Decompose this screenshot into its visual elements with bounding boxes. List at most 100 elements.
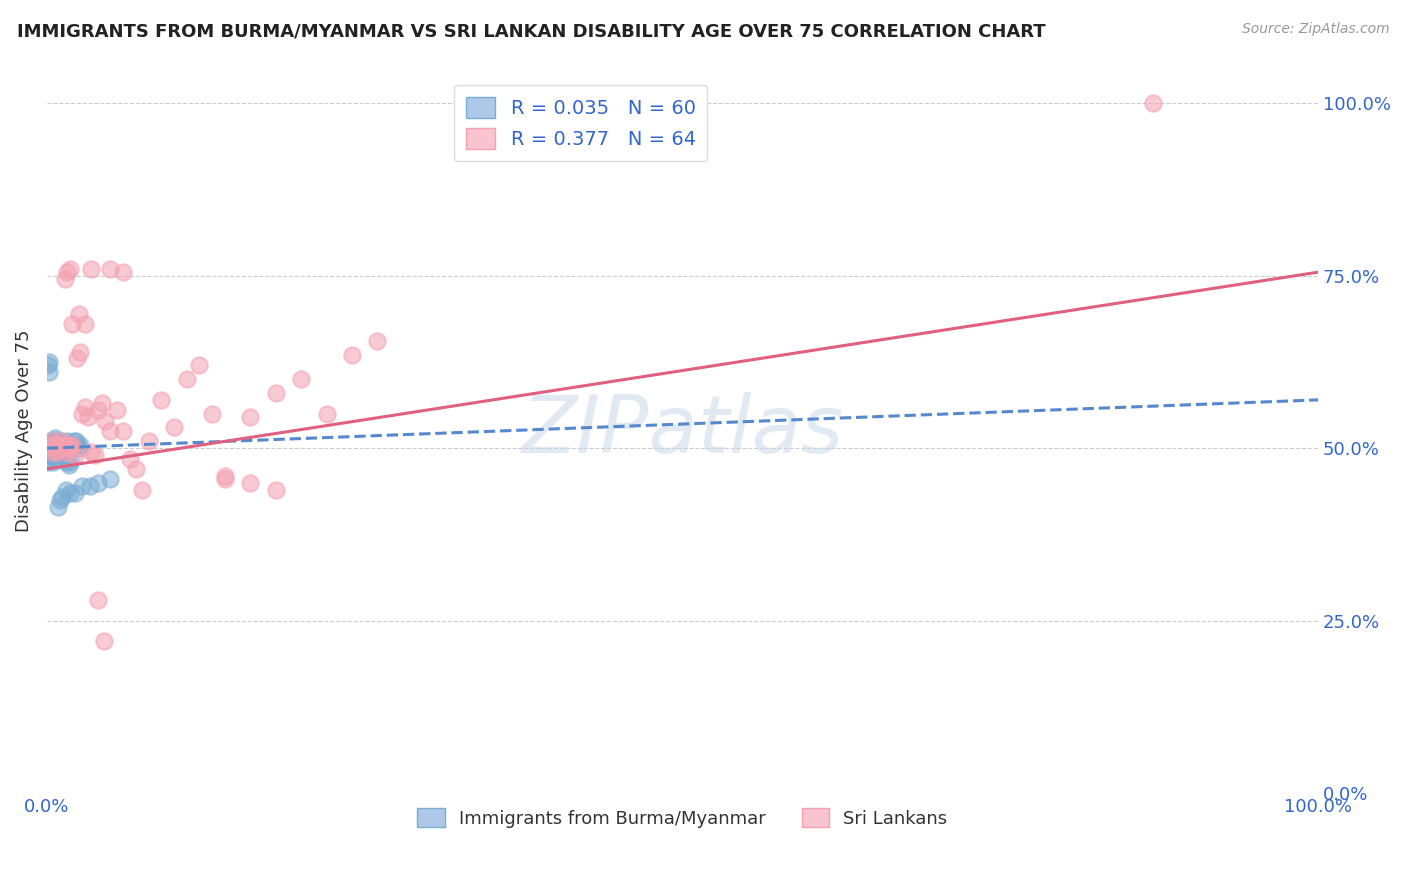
Point <box>45 441 67 455</box>
Point <box>46 500 69 514</box>
Text: ZIPatlas: ZIPatlas <box>522 392 844 470</box>
Point <box>52 441 75 455</box>
Point <box>53 272 76 286</box>
Point <box>44 438 66 452</box>
Point <box>56 265 79 279</box>
Point <box>39 444 62 458</box>
Point <box>340 348 363 362</box>
Point <box>55 455 77 469</box>
Point <box>58 438 80 452</box>
Point <box>56 441 79 455</box>
Point <box>46 438 69 452</box>
Point <box>131 483 153 497</box>
Point <box>214 472 236 486</box>
Point <box>239 410 262 425</box>
Point <box>42 444 65 458</box>
Point <box>290 372 312 386</box>
Point <box>46 444 69 458</box>
Point <box>105 403 128 417</box>
Point <box>37 359 59 373</box>
Point <box>48 492 70 507</box>
Point <box>51 438 73 452</box>
Point <box>37 455 59 469</box>
Point <box>87 403 110 417</box>
Text: Source: ZipAtlas.com: Source: ZipAtlas.com <box>1241 22 1389 37</box>
Point <box>125 462 148 476</box>
Point <box>51 490 73 504</box>
Point <box>87 593 110 607</box>
Point <box>60 438 83 452</box>
Point <box>69 344 91 359</box>
Point <box>41 434 63 449</box>
Point <box>66 351 89 366</box>
Point <box>39 438 62 452</box>
Point <box>39 434 62 449</box>
Point <box>73 400 96 414</box>
Point <box>53 441 76 455</box>
Point <box>42 441 65 455</box>
Point <box>264 483 287 497</box>
Point <box>80 444 103 458</box>
Point <box>63 438 86 452</box>
Point <box>48 441 70 455</box>
Point <box>51 438 73 452</box>
Point <box>59 261 82 276</box>
Point <box>38 365 60 379</box>
Point <box>52 441 75 455</box>
Point <box>80 261 103 276</box>
Point <box>59 455 82 469</box>
Point <box>112 424 135 438</box>
Point <box>1142 96 1164 111</box>
Point <box>55 483 77 497</box>
Text: IMMIGRANTS FROM BURMA/MYANMAR VS SRI LANKAN DISABILITY AGE OVER 75 CORRELATION C: IMMIGRANTS FROM BURMA/MYANMAR VS SRI LAN… <box>17 22 1046 40</box>
Point <box>315 407 337 421</box>
Point <box>46 444 69 458</box>
Point <box>94 414 117 428</box>
Point <box>56 444 79 458</box>
Point <box>100 472 122 486</box>
Point <box>100 424 122 438</box>
Point <box>163 420 186 434</box>
Point <box>72 407 94 421</box>
Point <box>366 334 388 349</box>
Point <box>44 431 66 445</box>
Point <box>42 455 65 469</box>
Point <box>87 475 110 490</box>
Point <box>45 441 67 455</box>
Point <box>38 355 60 369</box>
Point <box>42 434 65 449</box>
Point <box>44 451 66 466</box>
Point <box>39 448 62 462</box>
Point <box>118 451 141 466</box>
Point <box>56 434 79 449</box>
Point <box>188 359 211 373</box>
Point <box>45 448 67 462</box>
Point <box>46 434 69 449</box>
Point <box>46 438 69 452</box>
Point <box>69 438 91 452</box>
Point <box>48 448 70 462</box>
Point <box>53 448 76 462</box>
Point <box>62 434 84 449</box>
Point <box>65 434 87 449</box>
Y-axis label: Disability Age Over 75: Disability Age Over 75 <box>15 330 32 533</box>
Point <box>55 438 77 452</box>
Point <box>100 261 122 276</box>
Point <box>52 444 75 458</box>
Point <box>58 458 80 473</box>
Point <box>49 434 72 449</box>
Point <box>67 441 90 455</box>
Point <box>138 434 160 449</box>
Point <box>239 475 262 490</box>
Point <box>55 438 77 452</box>
Point <box>214 468 236 483</box>
Point <box>42 448 65 462</box>
Point <box>59 486 82 500</box>
Point <box>63 486 86 500</box>
Point <box>39 441 62 455</box>
Point <box>73 317 96 331</box>
Point <box>46 441 69 455</box>
Point <box>41 444 63 458</box>
Point <box>112 265 135 279</box>
Point <box>264 386 287 401</box>
